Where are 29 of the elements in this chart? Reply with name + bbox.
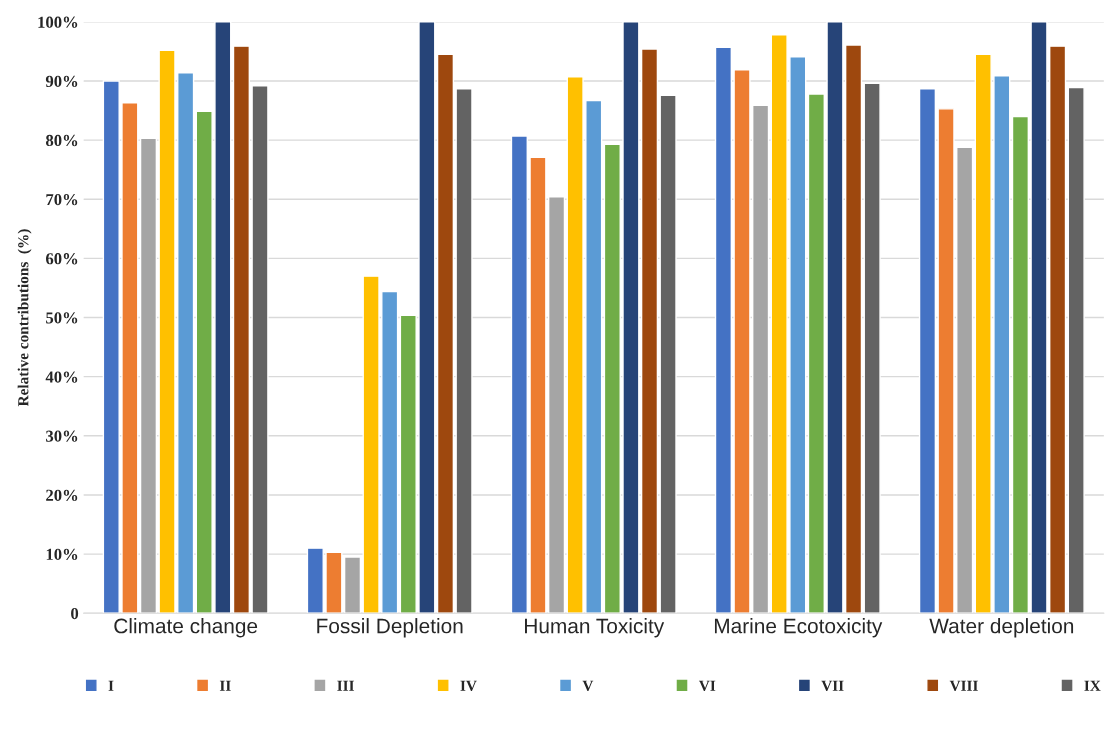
y-tick-label: 80% <box>45 134 78 147</box>
y-tick-label: 40% <box>45 371 78 383</box>
y-tick-label: 100% <box>38 16 78 28</box>
y-tick-label: 60% <box>46 253 78 265</box>
bar <box>659 94 677 614</box>
y-tick-label: 30% <box>46 430 78 442</box>
x-tick-label: Marine Ecotoxicity <box>714 618 883 638</box>
y-tick-label: 90% <box>45 75 78 88</box>
legend-label: IV <box>460 680 477 691</box>
legend-label: III <box>337 680 355 691</box>
legend-label: I <box>108 680 114 691</box>
legend-label: V <box>582 680 594 691</box>
bar <box>1067 86 1085 614</box>
legend-label: VI <box>698 680 716 691</box>
y-tick-label: 0 <box>71 607 79 620</box>
y-tick-label: 70% <box>46 193 78 206</box>
y-tick-label: 10% <box>46 548 78 561</box>
y-tick-label: 50% <box>46 312 78 324</box>
x-tick-label: Human Toxicity <box>525 618 665 638</box>
bar <box>863 82 881 614</box>
x-tick-label: Water depletion <box>929 618 1074 638</box>
legend-label: VII <box>821 680 844 691</box>
y-tick-label: 20% <box>46 489 78 501</box>
legend-label: VIII <box>949 680 978 691</box>
legend-label: IX <box>1084 680 1101 691</box>
legend-label: II <box>219 680 231 691</box>
x-tick-label: Climate change <box>114 618 258 638</box>
x-tick-label: Fossil Depletion <box>317 618 463 638</box>
y-axis-title: Relative contributions (%) <box>17 229 32 407</box>
